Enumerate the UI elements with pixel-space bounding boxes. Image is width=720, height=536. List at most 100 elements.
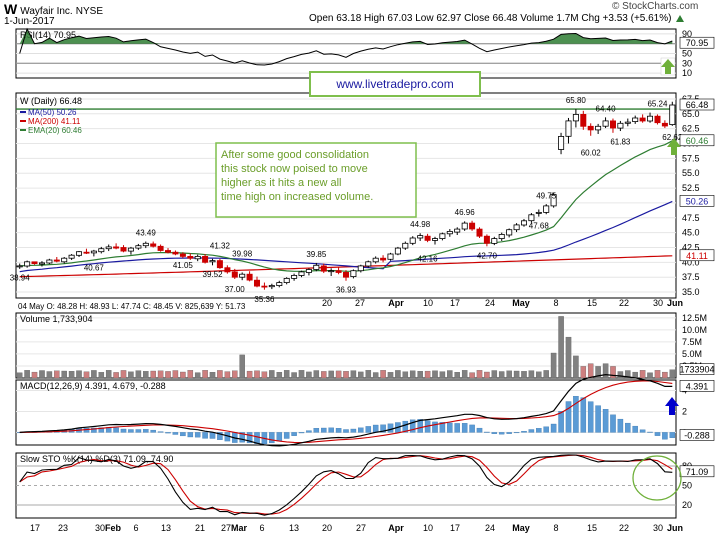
volume-bar (31, 371, 38, 379)
volume-bar (261, 371, 268, 379)
legend-entry: EMA(20) 60.46 (28, 126, 82, 135)
bottom-axis-label: Mar (231, 523, 248, 533)
candle-body (661, 122, 668, 127)
volume-label: Volume 1,733,904 (20, 314, 93, 324)
volume-bar (194, 372, 201, 379)
volume-bar (432, 370, 438, 379)
candle-body (461, 222, 468, 230)
price-data-label: 61.83 (610, 138, 631, 147)
candle-body (409, 237, 416, 244)
price-date-label: May (512, 298, 530, 308)
price-tick-label: 57.5 (682, 153, 700, 163)
candle-body (164, 250, 171, 253)
macd-histogram-bar (513, 432, 520, 434)
volume-bar (513, 370, 520, 379)
volume-bar (120, 370, 127, 379)
volume-bar (498, 371, 505, 379)
macd-histogram-bar (143, 429, 149, 433)
macd-hist-badge: -0.288 (684, 430, 710, 440)
legend-entry: MA(200) 41.11 (28, 117, 81, 126)
candle-body (172, 251, 179, 255)
candle-body (454, 228, 461, 233)
candle-body (268, 285, 275, 288)
volume-bar (580, 366, 587, 379)
macd-label: MACD(12,26,9) 4.391, 4.679, -0.288 (20, 381, 166, 391)
candle-body (105, 246, 112, 250)
price-data-label: 44.98 (410, 220, 431, 229)
bottom-axis-label: Jun (667, 523, 683, 533)
price-data-label: 37.00 (225, 285, 246, 294)
candle-body (669, 104, 676, 126)
macd-histogram-bar (469, 424, 475, 433)
price-value-badge: 41.11 (686, 251, 708, 261)
rsi-tick-label: 50 (682, 49, 692, 59)
price-data-label: 39.85 (306, 250, 327, 259)
price-tick-label: 40.0 (682, 257, 700, 267)
bottom-axis-label: 30 (95, 523, 105, 533)
macd-histogram-bar (639, 429, 646, 433)
rsi-overbought-fill (19, 29, 673, 44)
candle-body (246, 273, 253, 281)
candle-body (61, 257, 68, 263)
volume-bar (254, 370, 260, 379)
candle-body (491, 238, 498, 244)
price-tick-label: 55.0 (682, 168, 700, 178)
volume-bar (61, 370, 67, 379)
bottom-axis-label: 13 (289, 523, 299, 533)
volume-bar (469, 372, 475, 379)
sto-k-line (19, 454, 673, 516)
sto-tick-label: 50 (682, 481, 692, 491)
macd-histogram-bar (521, 431, 527, 433)
bottom-axis-label: 23 (58, 523, 68, 533)
candle-body (565, 120, 572, 137)
candle-body (528, 214, 535, 222)
price-date-label: 20 (322, 298, 332, 308)
macd-histogram-bar (461, 423, 468, 433)
candle-body (298, 271, 305, 276)
volume-bar (543, 370, 549, 379)
bottom-axis-label: 6 (133, 523, 138, 533)
annotation-text-line: After some good consolidation (221, 149, 369, 161)
volume-bar (387, 372, 394, 379)
macd-histogram-bar (550, 423, 557, 433)
candle-body (253, 279, 260, 287)
candle-body (53, 259, 60, 262)
candle-body (506, 229, 513, 236)
candle-body (157, 245, 164, 251)
price-tick-label: 52.5 (682, 183, 700, 193)
macd-histogram-bar (172, 432, 179, 435)
volume-bar (573, 355, 579, 379)
candle-body (624, 121, 631, 124)
volume-bar (172, 370, 179, 379)
candle-body (513, 224, 520, 231)
annotation-box (215, 142, 417, 218)
ohlc-info-bar: 04 May O: 48.28 H: 48.93 L: 47.74 C: 48.… (18, 302, 246, 311)
macd-histogram-bar (217, 432, 223, 440)
volume-bar (402, 371, 409, 379)
price-data-label: 62.62 (662, 133, 683, 142)
price-date-label: Apr (388, 298, 404, 308)
annotation-text-line: time high on increased volume. (221, 191, 373, 203)
price-panel-title: W (Daily) 66.48 (20, 96, 82, 106)
volume-bar (484, 371, 490, 379)
price-date-label: 8 (553, 298, 558, 308)
price-value-badge: 60.46 (686, 136, 709, 146)
candle-body (90, 250, 97, 254)
green-up-arrow-icon (667, 138, 681, 155)
candle-body (431, 238, 438, 241)
volume-bar (343, 371, 349, 379)
candle-body (276, 282, 283, 287)
candle-body (610, 120, 617, 129)
price-data-label: 39.98 (232, 249, 253, 258)
macd-panel-frame (15, 379, 677, 446)
macd-histogram-bar (484, 431, 490, 433)
macd-histogram-bar (595, 405, 601, 433)
price-data-label: 43.49 (136, 229, 157, 238)
volume-bar (476, 370, 483, 379)
macd-histogram-bar (409, 419, 416, 433)
macd-histogram-bar (194, 432, 201, 438)
rsi-tick-label: 90 (682, 29, 692, 39)
volume-bar (298, 370, 305, 379)
candle-body (150, 243, 157, 247)
candle-body (68, 254, 75, 259)
